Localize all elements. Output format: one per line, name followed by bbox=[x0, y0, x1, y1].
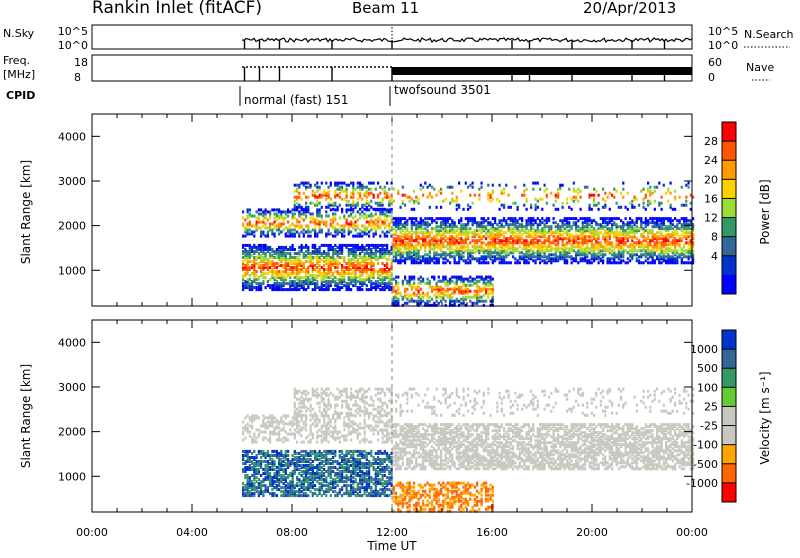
station-title: Rankin Inlet (fitACF) bbox=[92, 0, 262, 18]
time-axis-labels: 00:00 04:00 08:00 12:00 16:00 20:00 00:00 bbox=[76, 526, 708, 539]
y-tick-label: 3000 bbox=[58, 175, 86, 188]
x-tick-label: 08:00 bbox=[276, 526, 308, 539]
colorbar-tick: 16 bbox=[704, 192, 718, 205]
cpid-label: CPID bbox=[6, 89, 35, 102]
y-tick-label: 3000 bbox=[58, 381, 86, 394]
colorbar-tick: 12 bbox=[704, 212, 718, 225]
colorbar-tick: 25 bbox=[704, 400, 718, 413]
y-tick-label: 4000 bbox=[58, 130, 86, 143]
x-tick-label: 00:00 bbox=[76, 526, 108, 539]
cpid-mode-1: normal (fast) 151 bbox=[244, 93, 348, 107]
y-tick-label: 4000 bbox=[58, 336, 86, 349]
y-tick-label: 1000 bbox=[58, 264, 86, 277]
freq-trace bbox=[242, 67, 692, 81]
colorbar-tick: 4 bbox=[711, 250, 718, 263]
power-colorbar: 28 24 20 16 12 8 4 bbox=[704, 122, 736, 295]
nsearch-tick-bottom: 10^0 bbox=[708, 39, 738, 52]
colorbar-tick: 100 bbox=[697, 381, 718, 394]
velocity-colorbar: 1000 500 100 25 -25 -100 -500 -1000 bbox=[686, 330, 736, 503]
nave-label: Nave bbox=[746, 61, 774, 74]
x-tick-label: 04:00 bbox=[176, 526, 208, 539]
time-axis-label: Time UT bbox=[366, 539, 417, 553]
colorbar-tick: 20 bbox=[704, 173, 718, 186]
nsearch-label: N.Search bbox=[744, 28, 794, 41]
nsky-tick-top: 10^5 bbox=[58, 25, 88, 38]
colorbar-tick: -1000 bbox=[686, 477, 718, 490]
y-tick-label: 2000 bbox=[58, 426, 86, 439]
colorbar-tick: -100 bbox=[693, 439, 718, 452]
nsky-trace bbox=[242, 27, 692, 49]
freq-tick-bottom: 8 bbox=[74, 71, 81, 84]
power-colorbar-label: Power [dB] bbox=[758, 179, 772, 244]
y-tick-label: 1000 bbox=[58, 470, 86, 483]
colorbar-tick: 8 bbox=[711, 231, 718, 244]
velocity-ylabel: Slant Range [km] bbox=[19, 364, 33, 468]
colorbar-tick: 28 bbox=[704, 135, 718, 148]
nave-tick-top: 60 bbox=[708, 56, 722, 69]
freq-unit-label: [MHz] bbox=[3, 68, 35, 81]
velocity-data-layer bbox=[242, 388, 694, 513]
colorbar-tick: -25 bbox=[700, 420, 718, 433]
x-tick-label: 00:00 bbox=[676, 526, 708, 539]
power-data-layer bbox=[242, 182, 694, 307]
nsky-tick-bottom: 10^0 bbox=[58, 39, 88, 52]
cpid-mode-2: twofsound 3501 bbox=[394, 83, 491, 97]
nave-tick-bottom: 0 bbox=[708, 71, 715, 84]
freq-label: Freq. bbox=[3, 54, 30, 67]
freq-tick-top: 18 bbox=[74, 56, 88, 69]
x-tick-label: 16:00 bbox=[476, 526, 508, 539]
nsearch-tick-top: 10^5 bbox=[708, 25, 738, 38]
beam-title: Beam 11 bbox=[352, 0, 419, 17]
colorbar-tick: 500 bbox=[697, 362, 718, 375]
colorbar-tick: 1000 bbox=[690, 343, 718, 356]
x-tick-label: 12:00 bbox=[376, 526, 408, 539]
nsky-label: N.Sky bbox=[3, 27, 35, 40]
x-tick-label: 20:00 bbox=[576, 526, 608, 539]
velocity-colorbar-label: Velocity [m s⁻¹] bbox=[758, 371, 772, 464]
y-tick-label: 2000 bbox=[58, 220, 86, 233]
date-title: 20/Apr/2013 bbox=[583, 0, 676, 17]
power-ylabel: Slant Range [km] bbox=[19, 160, 33, 264]
colorbar-tick: -500 bbox=[693, 458, 718, 471]
colorbar-tick: 24 bbox=[704, 154, 718, 167]
